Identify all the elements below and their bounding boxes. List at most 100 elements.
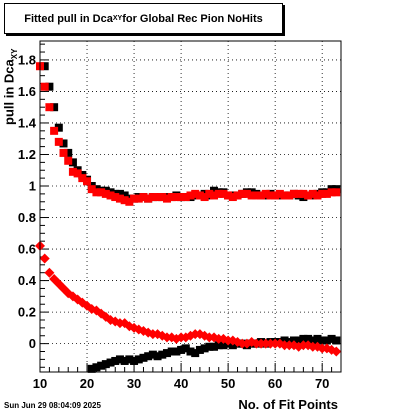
data-point [78, 174, 87, 183]
data-point [50, 126, 59, 135]
x-tick-label: 20 [80, 376, 94, 391]
x-tick-label: 40 [174, 376, 188, 391]
data-point [238, 189, 247, 198]
data-point [313, 191, 322, 200]
y-tick-label: 0.8 [18, 210, 36, 225]
data-point [101, 360, 110, 369]
data-point [162, 349, 171, 358]
data-point [214, 341, 223, 350]
data-point [308, 189, 317, 198]
data-point [148, 350, 157, 359]
data-point [172, 347, 181, 356]
data-point [177, 193, 186, 202]
data-point [167, 193, 176, 202]
data-point [205, 189, 214, 198]
data-point [162, 194, 171, 203]
data-point [134, 194, 143, 203]
data-point [134, 355, 143, 364]
y-axis-label: pull in DcaXY [1, 49, 19, 125]
data-point [115, 355, 124, 364]
data-point [120, 196, 129, 205]
data-point [139, 353, 148, 362]
data-point [177, 345, 186, 354]
data-point [210, 191, 219, 200]
data-point [153, 193, 162, 202]
data-point [332, 336, 341, 345]
data-point [44, 267, 55, 278]
y-tick-label: 1 [29, 179, 36, 194]
data-point [68, 158, 77, 167]
data-point [186, 191, 195, 200]
data-point [228, 193, 237, 202]
y-tick-label: 0.6 [18, 242, 36, 257]
data-point [294, 336, 303, 345]
data-point [266, 191, 275, 200]
y-tick-label: 1.8 [18, 52, 36, 67]
data-point [101, 189, 110, 198]
data-point [181, 193, 190, 202]
data-point [59, 139, 68, 148]
data-point [130, 194, 139, 203]
chart-title: Fitted pull in Dca XY for Global Rec Pio… [5, 4, 282, 33]
data-point [186, 347, 195, 356]
data-point [97, 361, 106, 370]
data-point [40, 82, 49, 91]
data-point [45, 82, 54, 91]
y-tick-label: 0.4 [18, 273, 37, 288]
data-point [68, 167, 77, 176]
footer-timestamp: Sun Jun 29 08:04:09 2025 [4, 401, 101, 410]
data-point [191, 189, 200, 198]
x-tick-label: 50 [221, 376, 235, 391]
data-point [304, 191, 313, 200]
y-axis-label-main: pull in Dca [1, 59, 17, 125]
data-point [331, 346, 342, 357]
data-point [64, 156, 73, 165]
data-point [219, 341, 228, 350]
data-point [144, 352, 153, 361]
data-point [289, 189, 298, 198]
y-tick-label: 1.6 [18, 84, 36, 99]
data-point [294, 189, 303, 198]
data-point [144, 194, 153, 203]
data-point [120, 191, 129, 200]
data-point [214, 189, 223, 198]
x-tick-label: 10 [33, 376, 47, 391]
data-point [318, 336, 327, 345]
data-point [106, 358, 115, 367]
data-point [125, 197, 134, 206]
data-point [167, 347, 176, 356]
data-point [285, 191, 294, 200]
data-point [92, 363, 101, 372]
chart-title-prefix: Fitted pull in Dca [24, 12, 113, 25]
data-point [299, 334, 308, 343]
data-point [322, 189, 331, 198]
y-tick-label: 0 [29, 336, 36, 351]
data-point [54, 123, 63, 132]
data-point [111, 356, 120, 365]
data-point [195, 345, 204, 354]
data-point [87, 185, 96, 194]
data-point [97, 188, 106, 197]
data-point [111, 193, 120, 202]
plot-frame [39, 40, 342, 373]
x-tick-label: 30 [127, 376, 141, 391]
data-point [200, 193, 209, 202]
x-axis-label: No. of Fit Points [238, 397, 338, 412]
data-point [181, 344, 190, 353]
data-point [261, 189, 270, 198]
data-point [139, 193, 148, 202]
data-point [130, 356, 139, 365]
x-tick-label: 70 [315, 376, 329, 391]
data-point [153, 352, 162, 361]
data-point [322, 336, 331, 345]
data-point [172, 193, 181, 202]
title-box: Fitted pull in Dca XY for Global Rec Pio… [4, 3, 283, 34]
data-point [299, 189, 308, 198]
data-point [200, 344, 209, 353]
plot-area [40, 41, 341, 372]
data-point [191, 349, 200, 358]
data-point [318, 189, 327, 198]
data-point [304, 334, 313, 343]
data-point [257, 191, 266, 200]
